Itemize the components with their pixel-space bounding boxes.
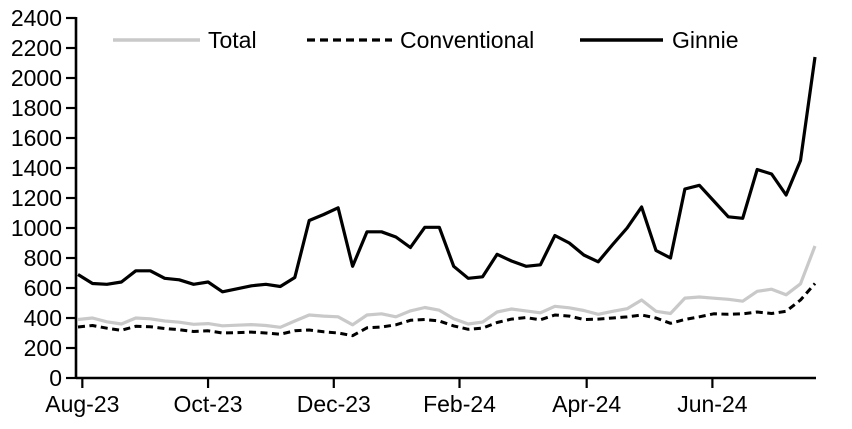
y-axis-tick-label: 1400 [11, 155, 62, 181]
y-axis-tick-label: 1200 [11, 185, 62, 211]
legend: Total Conventional Ginnie [113, 27, 738, 53]
y-axis-tick-label: 2000 [11, 65, 62, 91]
series-line-total [77, 245, 817, 329]
x-axis-tick-label: Feb-24 [423, 391, 496, 417]
y-axis-tick-label: 200 [24, 335, 62, 361]
x-axis-tick-label: Jun-24 [677, 391, 748, 417]
x-axis-tick-label: Oct-23 [174, 391, 243, 417]
y-axis-ticks: 0 200 400 600 800 1000 1200 1400 1600 1800 2000 220… [11, 5, 76, 391]
legend-label-ginnie: Ginnie [672, 27, 738, 53]
y-axis-tick-label: 1600 [11, 125, 62, 151]
y-axis-tick-label: 2400 [11, 5, 62, 31]
y-axis-tick-label: 0 [49, 365, 62, 391]
x-axis-ticks: Aug-23 Oct-23 Dec-23 Feb-24 Apr-24 Jun-24 [45, 378, 748, 417]
y-axis-tick-label: 400 [24, 305, 62, 331]
series-line-ginnie [77, 56, 817, 294]
series-line-conventional [77, 282, 817, 338]
legend-label-total: Total [208, 27, 257, 53]
x-axis-tick-label: Aug-23 [45, 391, 119, 417]
y-axis-tick-label: 2200 [11, 35, 62, 61]
y-axis-tick-label: 800 [24, 245, 62, 271]
x-axis-tick-label: Apr-24 [552, 391, 621, 417]
y-axis-tick-label: 600 [24, 275, 62, 301]
x-axis-tick-label: Dec-23 [297, 391, 371, 417]
legend-label-conventional: Conventional [400, 27, 534, 53]
series-lines [77, 56, 817, 338]
y-axis-tick-label: 1800 [11, 95, 62, 121]
y-axis-tick-label: 1000 [11, 215, 62, 241]
